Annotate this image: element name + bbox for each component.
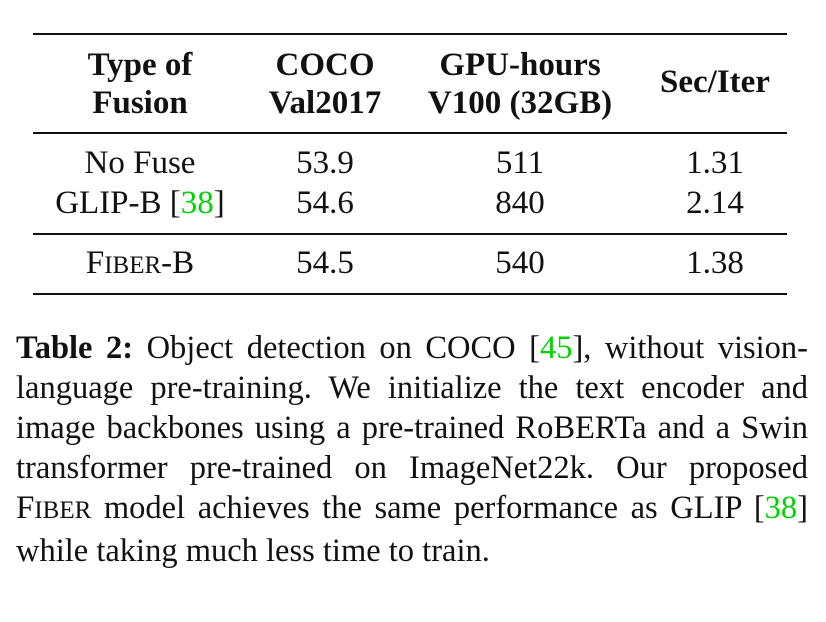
header-gpu-hours: GPU-hours V100 (32GB)	[410, 46, 630, 122]
header-line: GPU-hours	[439, 47, 601, 83]
table-caption: Table 2: Object detection on COCO [45], …	[16, 328, 808, 571]
row-no-fuse-coco: 53.9	[296, 145, 354, 181]
row-fiber-sec: 1.38	[686, 245, 744, 281]
citation-link[interactable]: 38	[180, 185, 214, 221]
row-glip-name: GLIP-B [38]	[40, 184, 240, 222]
row-glip-gpu: 840	[495, 185, 545, 221]
fiber-sc-initial: F	[85, 245, 105, 281]
row-glip-coco: 54.6	[296, 185, 354, 221]
row-glip-sec: 2.14	[686, 185, 744, 221]
fiber-suffix: -B	[161, 245, 195, 281]
table-top-rule	[33, 33, 787, 35]
fiber-sc-rest: IBER	[104, 252, 162, 279]
row-no-fuse-name: No Fuse	[84, 145, 196, 181]
row-no-fuse-sec: 1.31	[686, 145, 744, 181]
header-line: V100 (32GB)	[427, 85, 613, 121]
fiber-sc-initial: F	[16, 490, 35, 526]
caption-text: ] while taking much less time to train.	[16, 490, 808, 569]
header-line: Type of	[87, 47, 193, 83]
header-line: Sec/Iter	[660, 64, 770, 100]
header-line: COCO	[275, 47, 375, 83]
header-type-of-fusion: Type of Fusion	[60, 46, 220, 122]
header-line: Val2017	[268, 85, 382, 121]
citation-link[interactable]: 38	[764, 490, 798, 526]
caption-text: model achieves the same performance as G…	[91, 490, 765, 526]
row-fiber-coco: 54.5	[296, 245, 354, 281]
fiber-sc-rest: IBER	[34, 497, 92, 524]
row-glip-name-text: GLIP-B [	[55, 185, 181, 221]
table-bottom-rule	[33, 293, 787, 295]
row-no-fuse-gpu: 511	[495, 145, 545, 181]
row-fiber-gpu: 540	[495, 245, 545, 281]
caption-label: Table 2:	[16, 330, 134, 366]
table-header-rule	[33, 132, 787, 134]
row-glip-name-bracket: ]	[213, 185, 225, 221]
row-fiber-name: FIBER-B	[55, 244, 225, 285]
header-coco: COCO Val2017	[245, 46, 405, 122]
caption-text: Object detection on COCO [	[133, 330, 540, 366]
citation-link[interactable]: 45	[539, 330, 573, 366]
table-group-rule	[33, 233, 787, 235]
header-line: Fusion	[92, 85, 188, 121]
caption-text: ], without vision-language pre-training.…	[16, 330, 808, 486]
header-sec-iter: Sec/Iter	[640, 63, 790, 101]
